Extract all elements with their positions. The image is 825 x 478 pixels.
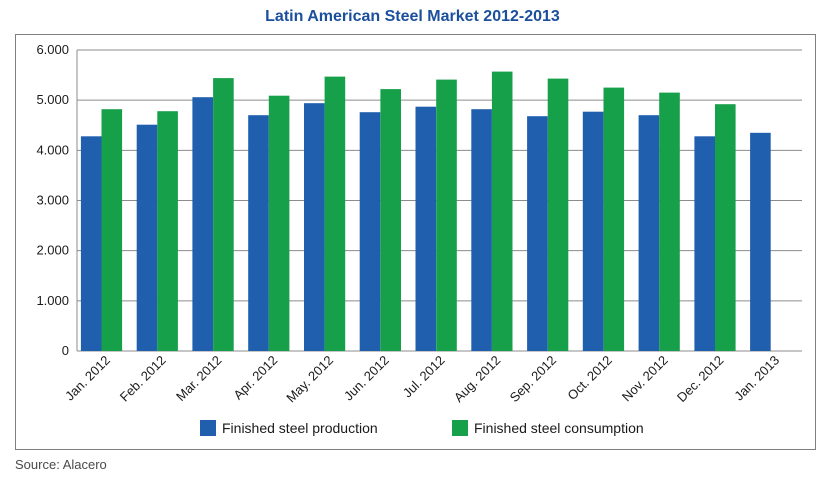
x-tick-label: Oct. 2012 — [564, 353, 614, 403]
y-tick-label: 5.000 — [36, 92, 69, 107]
bar-production — [304, 103, 325, 351]
x-tick-label: Jan. 2013 — [731, 353, 782, 404]
y-tick-label: 1.000 — [36, 293, 69, 308]
bar-chart: 0 1.000 2.000 3.000 4.000 5.000 6.000 Jan. 2012… — [36, 42, 802, 436]
bar-production — [248, 115, 269, 351]
bar-production — [136, 124, 158, 351]
x-tick-label: Aug. 2012 — [451, 353, 504, 406]
source-note: Source: Alacero — [15, 457, 107, 472]
x-tick-label: Jun. 2012 — [341, 353, 392, 404]
bar-production — [192, 97, 213, 351]
bar-consumption — [324, 76, 346, 351]
bar-consumption — [268, 95, 290, 351]
legend-swatch-production — [200, 420, 216, 436]
x-tick-label: Feb. 2012 — [117, 353, 169, 405]
y-tick-label: 0 — [62, 343, 69, 358]
x-tick-label: Jul. 2012 — [400, 353, 448, 401]
bar-consumption — [491, 71, 513, 351]
chart-frame: 0 1.000 2.000 3.000 4.000 5.000 6.000 Jan. 2012… — [15, 34, 816, 450]
legend-label: Finished steel consumption — [474, 420, 644, 436]
chart-title: Latin American Steel Market 2012-2013 — [265, 8, 560, 25]
bar-consumption — [659, 92, 680, 351]
y-tick-label: 2.000 — [36, 243, 69, 258]
bar-consumption — [436, 79, 457, 351]
bar-production — [359, 112, 381, 351]
x-tick-label: May. 2012 — [283, 353, 336, 406]
x-tick-label: Dec. 2012 — [674, 353, 727, 406]
bar-consumption — [101, 109, 123, 351]
bar-production — [638, 115, 660, 351]
bar-consumption — [603, 87, 625, 351]
x-tick-label: Nov. 2012 — [619, 353, 671, 405]
legend-swatch-consumption — [452, 420, 468, 436]
bar-consumption — [547, 78, 569, 351]
bar-consumption — [157, 111, 178, 351]
bar-production — [80, 136, 102, 351]
bar-consumption — [213, 78, 234, 351]
x-tick-label: Mar. 2012 — [173, 353, 224, 404]
bar-consumption — [380, 89, 401, 351]
x-tick-label: Apr. 2012 — [230, 353, 280, 403]
y-tick-label: 3.000 — [36, 193, 69, 208]
legend-label: Finished steel production — [222, 420, 378, 436]
x-tick-label: Jan. 2012 — [62, 353, 113, 404]
y-tick-label: 6.000 — [36, 42, 69, 57]
bar-production — [471, 109, 492, 351]
bar-production — [415, 106, 437, 351]
bar-production — [694, 136, 715, 351]
bar-production — [527, 116, 548, 351]
y-tick-label: 4.000 — [36, 142, 69, 157]
bar-consumption — [715, 104, 736, 351]
bar-production — [750, 132, 771, 351]
bar-production — [582, 111, 604, 351]
x-tick-label: Sep. 2012 — [507, 353, 560, 406]
